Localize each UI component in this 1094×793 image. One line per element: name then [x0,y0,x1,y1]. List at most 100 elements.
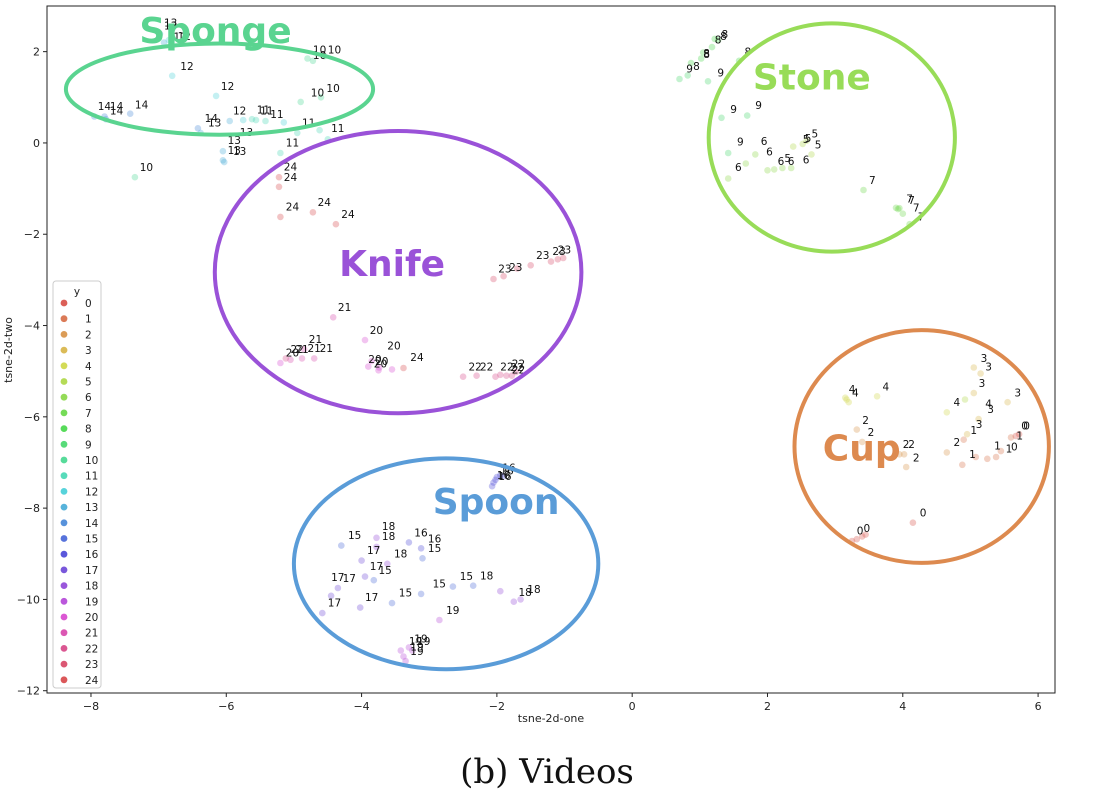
cluster-label-sponge: Sponge [139,11,291,52]
point-label: 13 [228,135,241,147]
cluster-ellipse-cup [792,328,1051,565]
point-label: 20 [375,356,388,368]
point-label: 21 [308,343,321,355]
point-label: 4 [849,384,856,396]
legend-marker [60,299,68,307]
point-label: 17 [331,572,344,584]
data-point [287,356,294,364]
data-point [400,653,407,660]
data-point [309,57,317,65]
point-label: 0 [1021,421,1028,433]
x-tick-label: −8 [83,700,99,713]
data-point [779,164,786,172]
point-label: 12 [178,31,191,43]
point-label: 9 [755,100,762,112]
data-point [334,584,342,592]
point-label: 13 [233,146,246,158]
legend-marker [60,488,68,495]
legend-marker [60,535,68,542]
legend-entry-label: 24 [85,675,99,687]
point-label: 10 [311,87,324,99]
data-point [219,147,227,155]
point-label: 19 [410,646,423,658]
legend-title: y [74,286,80,298]
point-label: 2 [908,439,915,451]
legend-entry-label: 6 [85,392,92,404]
data-point [742,160,750,167]
data-point [361,573,369,580]
data-point [317,94,325,101]
data-point [699,49,707,56]
data-point [297,98,305,106]
point-label: 9 [717,67,724,79]
data-point [358,557,365,564]
y-tick-label: −6 [24,411,40,424]
x-tick-label: 2 [764,700,771,713]
point-label: 6 [766,147,773,159]
data-point [894,205,902,213]
legend-entry-label: 15 [85,534,98,546]
point-label: 15 [399,588,412,600]
y-tick-label: −4 [24,320,40,333]
cluster-ellipse-stone [706,21,957,254]
legend-entry-label: 14 [85,518,99,530]
data-point [799,140,806,148]
point-label: 23 [498,264,511,276]
data-point [294,129,301,137]
legend-marker [60,629,68,637]
data-point [684,72,691,79]
point-label: 13 [208,118,221,130]
point-label: 8 [715,34,722,46]
data-point [419,555,426,562]
data-point [280,119,288,126]
data-point [282,355,290,362]
point-label: 2 [913,453,920,465]
point-label: 11 [257,105,270,117]
figure-caption: (b) Videos [460,752,634,792]
data-point [960,436,967,444]
y-axis-ticks: 2 0 −2 −4 −6 −8 −10 −12 [17,46,47,698]
legend-entry-label: 4 [85,361,92,373]
data-point [275,173,283,181]
legend-entry-label: 1 [85,314,92,326]
point-label: 6 [761,136,768,148]
point-label: 18 [394,548,407,560]
data-point [1004,398,1011,406]
data-point [970,364,978,371]
point-label: 12 [174,32,187,44]
data-point [899,210,907,217]
point-label: 21 [295,344,308,356]
data-point [500,472,507,480]
point-label: 18 [480,570,493,582]
data-point [310,355,318,362]
point-label: 10 [328,45,341,57]
point-label: 24 [284,161,298,173]
data-point [714,36,722,44]
data-point [752,151,759,158]
point-label: 2 [903,439,910,451]
data-point [156,30,164,38]
data-point [764,167,771,174]
point-label: 3 [987,404,994,416]
point-label: 24 [410,352,424,364]
point-label: 14 [205,113,219,125]
data-point [1012,432,1020,440]
data-point [473,372,480,380]
legend-entry-label: 22 [85,643,98,655]
point-label: 17 [370,561,383,573]
point-label: 5 [803,134,810,146]
point-label: 4 [852,388,859,400]
data-point [497,371,504,379]
data-point [902,463,910,471]
point-label: 23 [552,246,565,258]
x-tick-label: −2 [489,700,505,713]
point-label: 18 [382,531,395,543]
point-label: 2 [868,427,875,439]
point-label: 16 [497,470,511,482]
data-point [469,582,477,589]
data-point [858,438,866,446]
point-label: 3 [976,419,983,431]
point-label: 17 [328,598,341,610]
data-point [808,151,815,158]
point-label: 13 [228,145,241,157]
